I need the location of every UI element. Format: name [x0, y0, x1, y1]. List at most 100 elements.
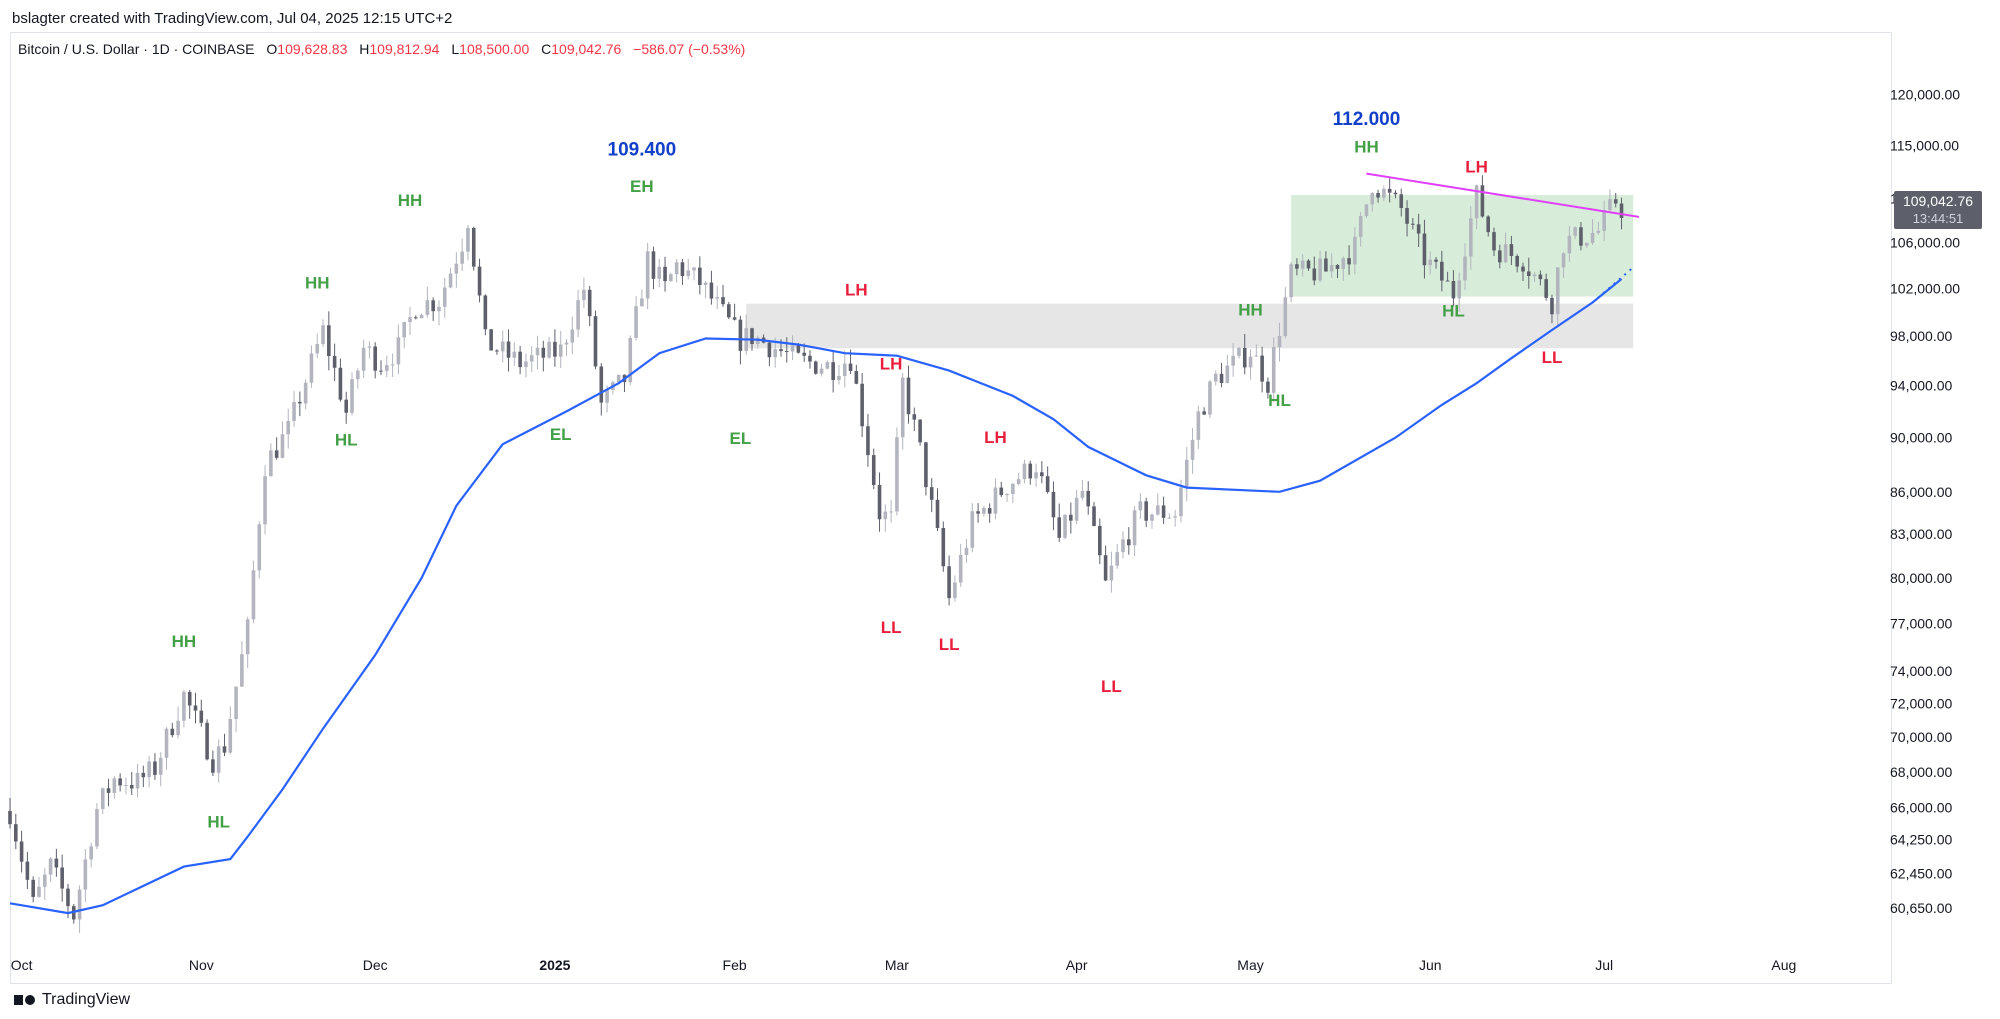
candle-body: [1440, 261, 1444, 281]
price-tick-label: 86,000.00: [1890, 484, 1952, 500]
candle-body: [338, 367, 343, 400]
candle: [721, 284, 725, 307]
candle: [408, 306, 412, 335]
candle: [1225, 354, 1230, 384]
candle-body: [1422, 233, 1427, 266]
candle: [947, 555, 951, 606]
candle: [941, 521, 946, 572]
candle-body: [309, 353, 314, 383]
candle: [1584, 242, 1589, 248]
candle-body: [831, 362, 835, 381]
candle-body: [413, 317, 418, 319]
candle-body: [164, 728, 169, 758]
candle: [466, 224, 470, 261]
open-label: O: [266, 41, 278, 57]
candle-body: [205, 722, 209, 760]
candle-body: [1509, 244, 1514, 256]
candle: [1040, 461, 1044, 484]
brand-name: TradingView: [42, 991, 131, 1008]
candle: [680, 259, 685, 285]
candle-body: [541, 347, 546, 358]
candle-body: [1074, 497, 1079, 521]
candle: [228, 706, 233, 755]
candle-body: [558, 344, 563, 357]
swing-label: HH: [398, 191, 423, 210]
candle: [1387, 178, 1392, 203]
candle-body: [344, 399, 349, 413]
time-tick-label: Apr: [1066, 957, 1088, 973]
candle-body: [860, 383, 864, 427]
candle: [982, 505, 986, 517]
candle-body: [182, 691, 186, 721]
candle: [158, 752, 163, 787]
candle-body: [1370, 193, 1375, 205]
candle: [1544, 273, 1548, 301]
candle-body: [657, 266, 662, 279]
candle-body: [692, 267, 696, 271]
candle-body: [1161, 505, 1166, 518]
candle-body: [721, 297, 725, 305]
candle: [1011, 482, 1015, 504]
swing-label: LL: [1542, 348, 1563, 367]
candle: [1051, 481, 1056, 531]
candle: [500, 330, 505, 363]
candle: [1370, 192, 1375, 212]
candle-body: [547, 341, 551, 358]
candle-body: [1069, 514, 1073, 521]
candle-body: [1602, 210, 1606, 231]
candle: [460, 238, 464, 272]
symbol-legend[interactable]: Bitcoin / U.S. Dollar · 1D · COINBASE O1…: [18, 41, 745, 57]
candle: [698, 256, 702, 295]
candle-body: [1092, 506, 1096, 526]
chart-caption: bslagter created with TradingView.com, J…: [12, 10, 453, 27]
candle: [89, 842, 93, 868]
open-value: 109,628.83: [277, 41, 348, 57]
swing-label: HL: [1442, 302, 1465, 321]
candle: [506, 329, 511, 372]
candle: [1196, 405, 1201, 449]
candle-body: [1202, 411, 1206, 415]
swing-label: HH: [172, 632, 197, 651]
candle-body: [1289, 264, 1293, 298]
candle: [593, 310, 598, 370]
low-value: 108,500.00: [459, 41, 530, 57]
candle-body: [790, 345, 795, 352]
candle-body: [912, 414, 917, 420]
candle-body: [576, 300, 580, 330]
candle: [361, 339, 366, 379]
candle: [813, 360, 818, 375]
candle-body: [1526, 271, 1531, 276]
candle: [854, 364, 859, 385]
candle: [1144, 497, 1148, 528]
candle-body: [1242, 347, 1247, 368]
candle-body: [709, 282, 714, 299]
candle: [1341, 256, 1346, 281]
candle: [245, 616, 250, 669]
candle: [164, 727, 169, 770]
candle-body: [634, 306, 638, 338]
candle: [651, 246, 656, 290]
candle: [1161, 496, 1166, 524]
candle-body: [1457, 280, 1462, 299]
bar-countdown: 13:44:51: [1912, 210, 1964, 226]
candle-body: [877, 484, 882, 520]
candle: [1613, 192, 1618, 208]
candle: [280, 421, 285, 459]
candle-body: [605, 390, 609, 403]
candle: [1034, 463, 1038, 487]
candle: [153, 753, 157, 780]
candle: [292, 391, 296, 427]
candle-body: [1057, 517, 1062, 538]
swing-label: LH: [845, 280, 868, 299]
candle: [1550, 294, 1554, 324]
candle-body: [767, 342, 772, 358]
candle-body: [564, 342, 569, 345]
footer-brand[interactable]: TradingView: [14, 991, 130, 1009]
candle: [1103, 545, 1108, 582]
candle: [871, 448, 876, 490]
candle-body: [1428, 259, 1433, 266]
change-value: −586.07 (−0.53%): [633, 41, 746, 57]
candle-body: [361, 347, 366, 371]
candle: [350, 372, 354, 416]
